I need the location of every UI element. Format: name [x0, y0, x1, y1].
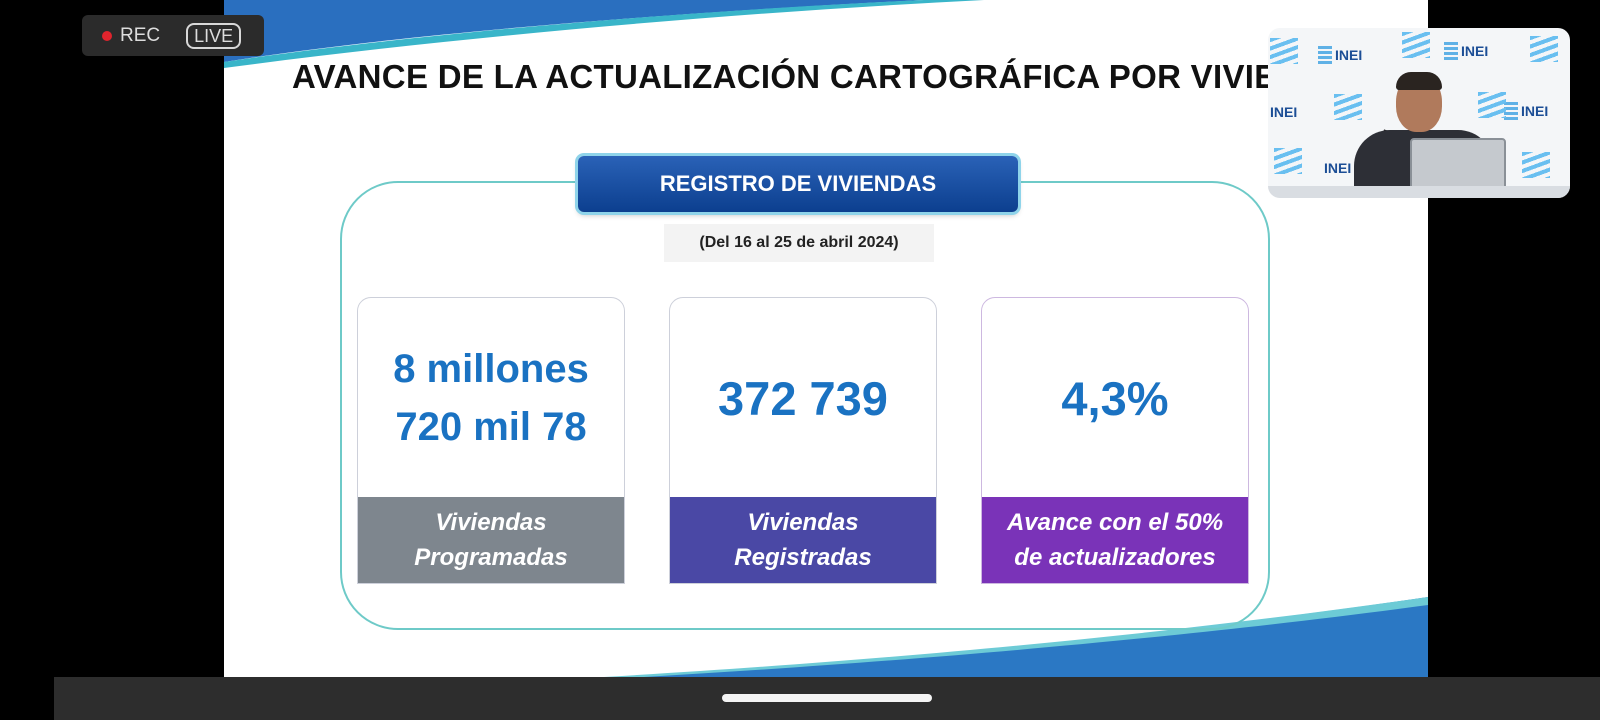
date-range: (Del 16 al 25 de abril 2024)	[664, 224, 934, 262]
inei-logo-text: INEI	[1461, 43, 1489, 59]
inei-mark-icon	[1318, 46, 1332, 64]
inei-logo: INEI	[1444, 42, 1488, 60]
inei-mark-icon	[1444, 42, 1458, 60]
home-indicator[interactable]	[722, 694, 932, 702]
top-wave-decoration	[224, 0, 984, 68]
stat-value-line: 4,3%	[1061, 371, 1169, 425]
stat-label-line: Registradas	[734, 544, 872, 571]
inei-logo-text: INEI	[1335, 47, 1363, 63]
recording-indicator: REC LIVE	[82, 15, 264, 56]
stat-value: 372 739	[670, 298, 936, 498]
rec-label: REC	[120, 24, 161, 46]
stat-label: Avance con el 50% de actualizadores	[982, 497, 1248, 583]
stat-label: Viviendas Programadas	[358, 497, 624, 583]
stat-value-line: 8 millones	[393, 347, 589, 391]
section-header: REGISTRO DE VIVIENDAS	[578, 156, 1018, 212]
logo-stripes-icon	[1270, 38, 1298, 64]
speaker-hair	[1396, 72, 1442, 90]
inei-logo: INEI	[1270, 104, 1297, 120]
stat-label-line: Programadas	[414, 544, 568, 571]
stat-value-line: 372 739	[718, 371, 888, 425]
stat-card-programmed: 8 millones 720 mil 78 Viviendas Programa…	[357, 297, 625, 584]
stat-value-line: 720 mil 78	[395, 405, 587, 449]
stat-label-line: Viviendas	[435, 509, 547, 536]
stat-value: 4,3%	[982, 298, 1248, 498]
logo-stripes-icon	[1274, 148, 1302, 174]
speaker-video-feed[interactable]: INEI INEI INEI INEI INEI	[1268, 28, 1570, 198]
stat-label-line: de actualizadores	[1014, 544, 1216, 571]
inei-logo: INEI	[1318, 46, 1362, 64]
logo-stripes-icon	[1334, 94, 1362, 120]
inei-logo-text: INEI	[1270, 104, 1298, 120]
slide-title: AVANCE DE LA ACTUALIZACIÓN CARTOGRÁFICA …	[292, 58, 1277, 95]
section-header-label: REGISTRO DE VIVIENDAS	[659, 171, 937, 196]
logo-stripes-icon	[1522, 152, 1550, 178]
inei-logo-text: INEI	[1324, 160, 1352, 176]
inei-logo-text: INEI	[1521, 103, 1549, 119]
bottom-navigation-bar	[54, 677, 1600, 720]
live-badge: LIVE	[186, 22, 242, 49]
logo-stripes-icon	[1530, 36, 1558, 62]
stat-label-line: Viviendas	[747, 509, 859, 536]
logo-stripes-icon	[1402, 32, 1430, 58]
stat-card-registered: 372 739 Viviendas Registradas	[669, 297, 937, 584]
inei-logo: INEI	[1324, 160, 1351, 176]
inei-logo: INEI	[1504, 102, 1548, 120]
desk	[1268, 186, 1570, 198]
presentation-slide: AVANCE DE LA ACTUALIZACIÓN CARTOGRÁFICA …	[224, 0, 1428, 677]
bottom-wave-decoration	[604, 597, 1428, 677]
stat-card-progress: 4,3% Avance con el 50% de actualizadores	[981, 297, 1249, 584]
stat-label: Viviendas Registradas	[670, 497, 936, 583]
stat-value: 8 millones 720 mil 78	[358, 298, 624, 498]
record-dot-icon	[102, 30, 112, 41]
stat-label-line: Avance con el 50%	[1006, 509, 1224, 536]
logo-stripes-icon	[1478, 92, 1506, 118]
inei-mark-icon	[1504, 102, 1518, 120]
